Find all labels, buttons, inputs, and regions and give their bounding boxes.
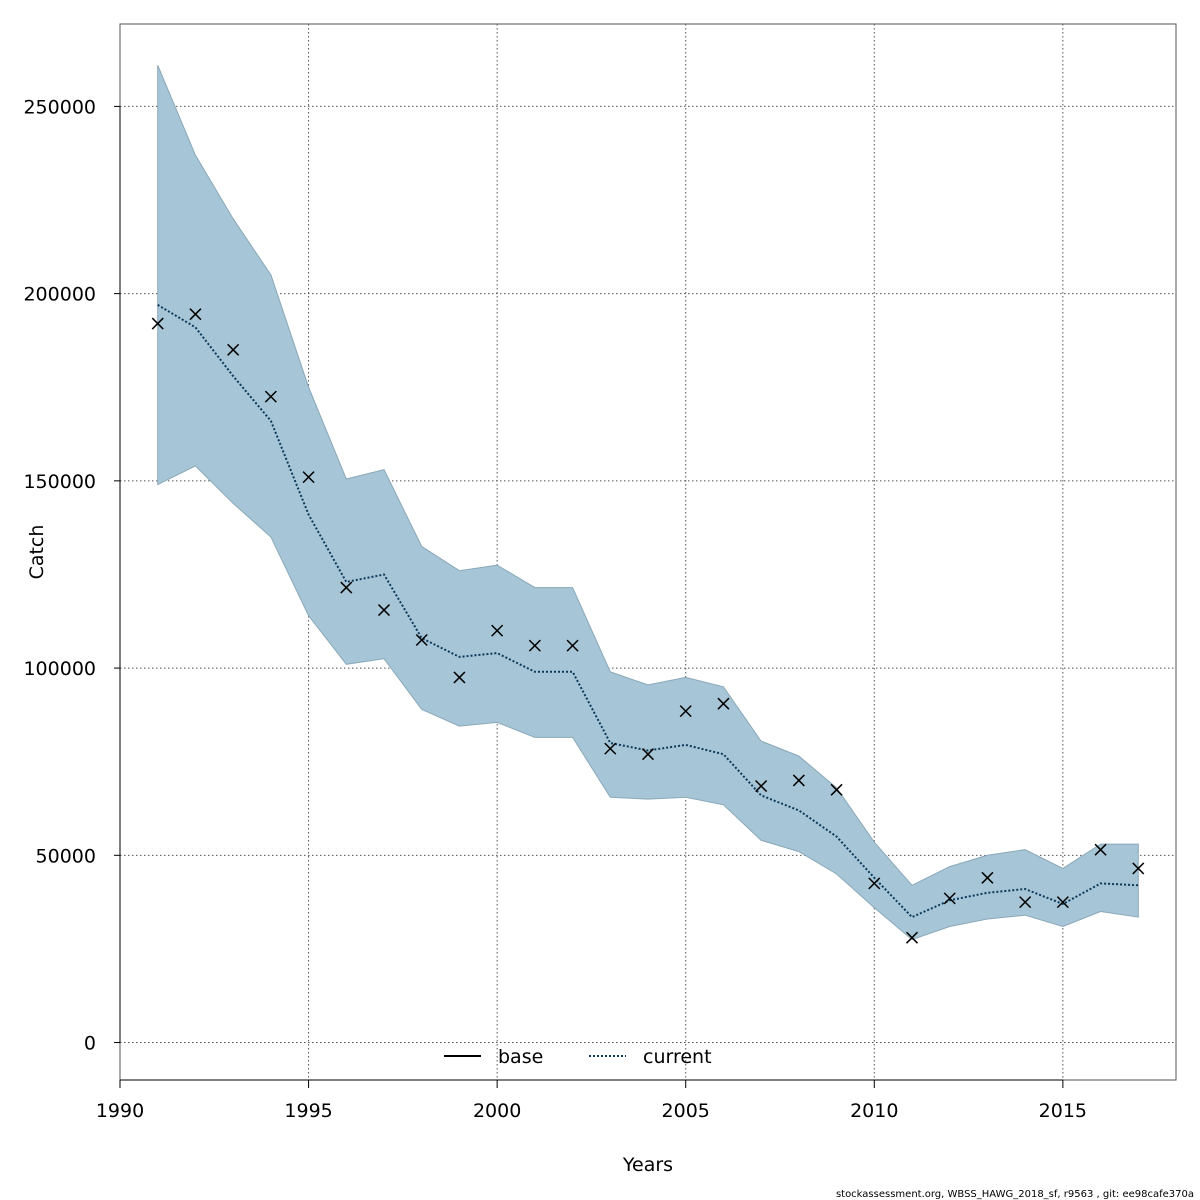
observed-point-stroke <box>905 931 919 944</box>
observed-point-stroke <box>830 783 843 796</box>
y-tick-label: 50000 <box>36 845 96 867</box>
y-tick-label: 150000 <box>23 471 96 493</box>
y-tick-label: 250000 <box>23 96 96 118</box>
observed-point-stroke <box>792 774 805 787</box>
y-tick-label: 100000 <box>23 658 96 680</box>
observed-point-stroke <box>1019 896 1032 909</box>
observed-point <box>227 343 240 356</box>
legend: base current <box>444 1046 712 1068</box>
observed-point-stroke <box>528 639 541 652</box>
observed-point-stroke <box>1094 843 1107 856</box>
x-tick-label: 2005 <box>662 1100 710 1122</box>
axes: 1990 1995 2000 2005 2010 2015 0 50000 100000 1500… <box>23 96 1087 1122</box>
observed-point-stroke <box>604 742 617 755</box>
observed-point <box>641 748 655 761</box>
observed-point <box>377 604 391 617</box>
observed-point <box>453 671 466 684</box>
y-tick-label: 0 <box>84 1033 96 1055</box>
observed-point-stroke <box>943 892 956 905</box>
observed-point-stroke <box>1056 896 1069 909</box>
observed-point <box>1019 896 1032 909</box>
observed-point-stroke <box>981 871 994 884</box>
observed-point-stroke <box>566 639 579 652</box>
observed-points-layer <box>151 308 1145 944</box>
observed-point-stroke <box>227 343 240 356</box>
observed-point <box>1056 896 1069 909</box>
observed-point-stroke <box>264 390 277 403</box>
x-tick-label: 1995 <box>284 1100 332 1122</box>
observed-point <box>302 471 315 484</box>
observed-point <box>528 639 541 652</box>
current-series-line <box>157 304 1139 919</box>
observed-point <box>491 624 504 637</box>
confidence-band-layer <box>157 65 1139 941</box>
confidence-band <box>157 65 1139 941</box>
observed-point-stroke <box>377 604 391 617</box>
observed-point <box>415 633 428 647</box>
current-line-layer <box>157 304 1139 919</box>
observed-point <box>151 317 164 330</box>
legend-label-base: base <box>498 1046 543 1068</box>
x-tick-label: 2010 <box>850 1100 898 1122</box>
observed-point <box>264 390 277 403</box>
observed-point <box>1132 862 1145 875</box>
x-tick-label: 1990 <box>96 1100 144 1122</box>
observed-point-stroke <box>755 780 768 793</box>
observed-point-stroke <box>151 317 164 330</box>
observed-point-stroke <box>491 624 504 637</box>
x-tick-label: 2000 <box>473 1100 521 1122</box>
observed-point <box>604 742 617 755</box>
observed-point-stroke <box>453 671 466 684</box>
observed-point <box>943 892 956 905</box>
observed-point-stroke <box>415 633 428 647</box>
y-axis-title: Catch <box>26 525 48 580</box>
observed-point-stroke <box>189 308 202 321</box>
observed-point <box>717 697 730 710</box>
observed-point <box>981 871 994 884</box>
observed-point <box>792 774 805 787</box>
x-tick-label: 2015 <box>1039 1100 1087 1122</box>
observed-point-stroke <box>868 877 881 890</box>
observed-point-stroke <box>1132 862 1145 875</box>
observed-point <box>679 705 692 718</box>
observed-point-stroke <box>679 705 692 718</box>
observed-point-stroke <box>641 748 655 761</box>
observed-point <box>755 780 768 793</box>
footer-text: stockassessment.org, WBSS_HAWG_2018_sf, … <box>836 1189 1194 1200</box>
observed-point-stroke <box>717 697 730 710</box>
observed-point <box>566 639 579 652</box>
observed-point <box>868 877 881 890</box>
observed-point-stroke <box>302 471 315 484</box>
observed-point <box>340 581 353 594</box>
observed-point <box>1094 843 1107 856</box>
y-tick-label: 200000 <box>23 284 96 306</box>
x-axis-title: Years <box>622 1154 673 1176</box>
observed-point <box>189 308 202 321</box>
observed-point <box>830 783 843 796</box>
observed-point <box>905 931 919 944</box>
legend-label-current: current <box>643 1046 712 1068</box>
grid-lines <box>119 24 1176 1080</box>
observed-point-stroke <box>340 581 353 594</box>
